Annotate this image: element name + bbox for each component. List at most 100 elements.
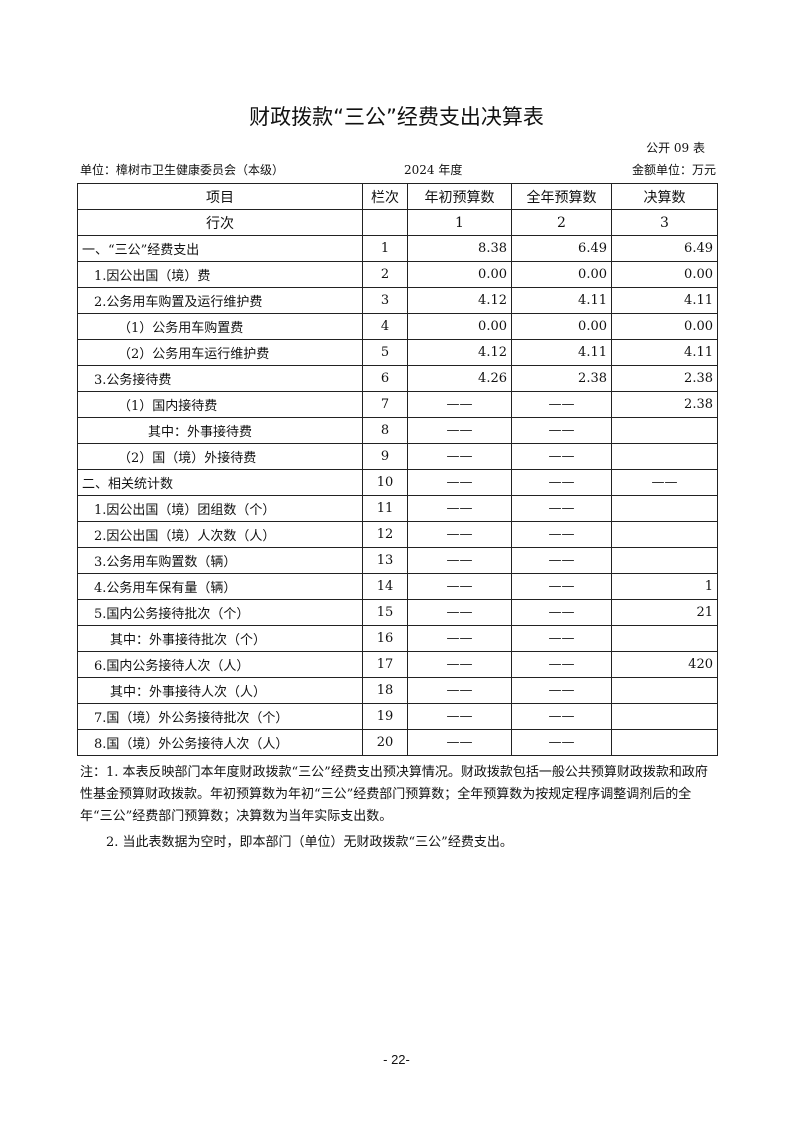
cell-a: ——: [407, 625, 512, 652]
cell-c: [611, 495, 718, 522]
cell-c: [611, 417, 718, 444]
cell-item: 7.国（境）外公务接待批次（个）: [77, 703, 363, 730]
table-row: （2）公务用车运行维护费 5 4.12 4.11 4.11: [77, 339, 718, 366]
header-cell: 项目: [77, 183, 363, 210]
notes: 注：1. 本表反映部门本年度财政拨款“三公”经费支出预决算情况。财政拨款包括一般…: [80, 762, 720, 854]
cell-c: [611, 443, 718, 470]
cell-b: ——: [511, 547, 612, 574]
cell-a: 0.00: [407, 313, 512, 340]
table-row: 其中：外事接待人次（人） 18 —— ——: [77, 677, 718, 704]
cell-a: ——: [407, 703, 512, 730]
cell-c: [611, 703, 718, 730]
table-row: 1.因公出国（境）费 2 0.00 0.00 0.00: [77, 261, 718, 288]
cell-b: ——: [511, 625, 612, 652]
cell-b: ——: [511, 391, 612, 418]
cell-c: 21: [611, 599, 718, 626]
cell-a: ——: [407, 573, 512, 600]
cell-c: 420: [611, 651, 718, 678]
cell-c: 4.11: [611, 339, 718, 366]
cell-c: 0.00: [611, 261, 718, 288]
cell-a: 4.12: [407, 287, 512, 314]
index-cell: 1: [407, 209, 512, 236]
header-row: 项目 栏次 年初预算数 全年预算数 决算数: [77, 183, 718, 210]
table-meta: 单位：樟树市卫生健康委员会（本级） 2024 年度 金额单位：万元: [80, 161, 716, 177]
cell-c: 2.38: [611, 391, 718, 418]
cell-b: ——: [511, 677, 612, 704]
cell-item: 3.公务接待费: [77, 365, 363, 392]
cell-item: 2.公务用车购置及运行维护费: [77, 287, 363, 314]
form-number: 公开 09 表: [646, 141, 705, 155]
table-row: 其中：外事接待批次（个） 16 —— ——: [77, 625, 718, 652]
cell-no: 18: [362, 677, 408, 704]
cell-b: ——: [511, 651, 612, 678]
cell-c: 2.38: [611, 365, 718, 392]
table-row: 5.国内公务接待批次（个） 15 —— —— 21: [77, 599, 718, 626]
cell-no: 19: [362, 703, 408, 730]
table-row: （2）国（境）外接待费 9 —— ——: [77, 443, 718, 470]
unit-label: 单位：樟树市卫生健康委员会（本级）: [80, 163, 285, 177]
cell-no: 15: [362, 599, 408, 626]
cell-item: 1.因公出国（境）团组数（个）: [77, 495, 363, 522]
cell-item: 1.因公出国（境）费: [77, 261, 363, 288]
cell-b: 4.11: [511, 339, 612, 366]
cell-no: 4: [362, 313, 408, 340]
index-cell: 行次: [77, 209, 363, 236]
cell-a: ——: [407, 547, 512, 574]
cell-a: ——: [407, 521, 512, 548]
table-row: 8.国（境）外公务接待人次（人） 20 —— ——: [77, 729, 718, 756]
cell-b: ——: [511, 599, 612, 626]
cell-c: [611, 677, 718, 704]
cell-item: （2）国（境）外接待费: [77, 443, 363, 470]
cell-b: 6.49: [511, 235, 612, 262]
header-cell: 全年预算数: [511, 183, 612, 210]
year-label: 2024 年度: [404, 163, 463, 177]
cell-no: 8: [362, 417, 408, 444]
header-cell: 决算数: [611, 183, 718, 210]
cell-item: （2）公务用车运行维护费: [77, 339, 363, 366]
cell-no: 20: [362, 729, 408, 756]
cell-a: 4.26: [407, 365, 512, 392]
table-row: 7.国（境）外公务接待批次（个） 19 —— ——: [77, 703, 718, 730]
cell-item: 3.公务用车购置数（辆）: [77, 547, 363, 574]
table-row: 4.公务用车保有量（辆） 14 —— —— 1: [77, 573, 718, 600]
cell-b: 4.11: [511, 287, 612, 314]
cell-no: 10: [362, 469, 408, 496]
note-2: 2. 当此表数据为空时，即本部门（单位）无财政拨款“三公”经费支出。: [106, 835, 513, 850]
cell-a: ——: [407, 651, 512, 678]
header-cell: 年初预算数: [407, 183, 512, 210]
amount-unit-label: 金额单位：万元: [631, 163, 716, 177]
cell-no: 7: [362, 391, 408, 418]
cell-item: 8.国（境）外公务接待人次（人）: [77, 729, 363, 756]
cell-item: （1）公务用车购置费: [77, 313, 363, 340]
cell-b: ——: [511, 469, 612, 496]
cell-item: 二、相关统计数: [77, 469, 363, 496]
cell-c: 0.00: [611, 313, 718, 340]
index-cell: 3: [611, 209, 718, 236]
cell-item: 5.国内公务接待批次（个）: [77, 599, 363, 626]
table-row: （1）公务用车购置费 4 0.00 0.00 0.00: [77, 313, 718, 340]
cell-b: ——: [511, 573, 612, 600]
table-row: 一、“三公”经费支出 1 8.38 6.49 6.49: [77, 235, 718, 262]
cell-item: （1）国内接待费: [77, 391, 363, 418]
cell-no: 6: [362, 365, 408, 392]
cell-a: ——: [407, 417, 512, 444]
cell-a: ——: [407, 391, 512, 418]
cell-a: ——: [407, 469, 512, 496]
cell-b: ——: [511, 729, 612, 756]
cell-no: 11: [362, 495, 408, 522]
cell-no: 1: [362, 235, 408, 262]
cell-no: 12: [362, 521, 408, 548]
table-row: 1.因公出国（境）团组数（个） 11 —— ——: [77, 495, 718, 522]
cell-a: 0.00: [407, 261, 512, 288]
cell-no: 3: [362, 287, 408, 314]
cell-a: ——: [407, 495, 512, 522]
cell-a: 8.38: [407, 235, 512, 262]
cell-item: 其中：外事接待费: [77, 417, 363, 444]
cell-a: ——: [407, 443, 512, 470]
cell-no: 16: [362, 625, 408, 652]
cell-b: 0.00: [511, 261, 612, 288]
cell-item: 4.公务用车保有量（辆）: [77, 573, 363, 600]
cell-c: [611, 625, 718, 652]
cell-item: 其中：外事接待人次（人）: [77, 677, 363, 704]
